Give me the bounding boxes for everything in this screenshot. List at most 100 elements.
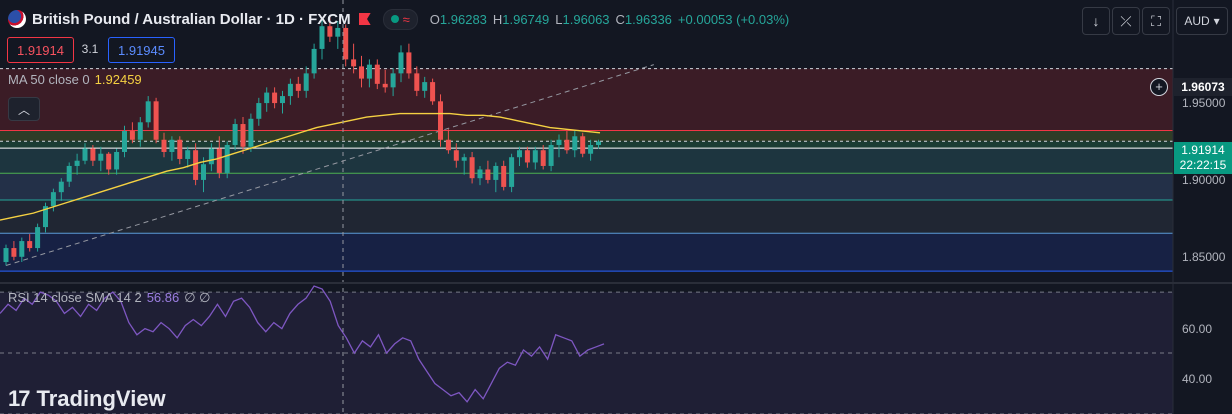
candle-body: [106, 153, 112, 170]
price-zone: [0, 200, 1173, 234]
price-tick: 1.95000: [1182, 96, 1226, 110]
candle-body: [122, 131, 127, 152]
buy-button[interactable]: 1.91945: [108, 37, 175, 63]
candle-body: [280, 96, 285, 104]
rsi-tick: 40.00: [1182, 372, 1213, 386]
ma-line: [0, 112, 601, 221]
tradingview-logo[interactable]: 17 TradingView: [8, 386, 166, 412]
ma-legend[interactable]: MA 50 close 0 1.92459: [8, 72, 142, 87]
candle-body: [311, 48, 317, 74]
currency-label: AUD: [1184, 14, 1210, 28]
candle-body: [153, 101, 159, 140]
candle-body: [161, 139, 167, 152]
symbol-title[interactable]: British Pound / Australian Dollar · 1D ·…: [32, 10, 351, 28]
candle-body: [287, 83, 293, 97]
candle-body: [43, 206, 48, 228]
candle-body: [272, 92, 278, 104]
candle-body: [374, 64, 380, 84]
candles-layer: [3, 15, 601, 266]
candle-body: [422, 82, 428, 91]
high-value: 1.96749: [502, 11, 550, 27]
candle-body: [398, 52, 404, 74]
candle-body: [90, 148, 96, 161]
sell-button[interactable]: 1.91914: [7, 37, 74, 63]
ohlc-values: O1.96283 H1.96749 L1.96063 C1.96336 +0.0…: [429, 11, 790, 27]
candle-body: [493, 165, 499, 180]
candle-body: [343, 27, 349, 60]
market-open-icon: [390, 15, 399, 23]
candle-body: [216, 148, 222, 173]
candle-body: [453, 150, 459, 161]
candle-body: [461, 157, 467, 161]
flag-icon[interactable]: [358, 13, 371, 25]
rsi-legend-value: 56.86: [146, 290, 180, 305]
candle-body: [406, 52, 412, 74]
candle-body: [532, 150, 538, 163]
candle-body: [351, 59, 357, 67]
candle-body: [477, 169, 483, 179]
candle-body: [240, 124, 246, 147]
price-tick: 1.90000: [1182, 173, 1226, 187]
candle-body: [469, 157, 475, 179]
market-status-badge[interactable]: ≈: [382, 8, 418, 30]
brand-name: TradingView: [36, 386, 166, 411]
candle-body: [382, 83, 388, 88]
candle-body: [177, 139, 183, 159]
rsi-line: [0, 285, 605, 403]
candle-body: [303, 73, 309, 91]
price-zone: [0, 141, 1173, 149]
scroll-down-button[interactable]: ↓: [1082, 7, 1110, 35]
candle-body: [185, 150, 191, 159]
candle-body: [232, 124, 238, 145]
maximize-pane-button[interactable]: ⛶: [1142, 7, 1170, 35]
candle-body: [430, 82, 436, 102]
rsi-legend-extra: ∅ ∅: [184, 290, 211, 305]
candle-body: [327, 26, 333, 37]
candle-body: [588, 144, 594, 154]
candle-body: [501, 165, 507, 187]
candle-body: [564, 139, 570, 151]
collapse-icon: ⤫: [1120, 12, 1132, 29]
close-value: 1.96336: [624, 11, 672, 27]
last-price-value: 1.91914: [1181, 143, 1225, 157]
rsi-legend[interactable]: RSI 14 close SMA 14 2 56.86 ∅ ∅: [8, 290, 211, 306]
candle-body: [248, 118, 254, 147]
status-wave-icon: ≈: [402, 11, 410, 27]
candle-body: [114, 151, 120, 170]
currency-flag-icon: [8, 10, 26, 28]
horizontal-lines: [0, 68, 1173, 272]
candle-body: [129, 131, 135, 140]
candle-body: [517, 150, 522, 158]
candle-body: [3, 248, 9, 263]
candle-body: [98, 153, 104, 161]
candle-body: [74, 160, 80, 166]
collapse-legend-button[interactable]: ︿: [8, 97, 40, 121]
candle-body: [137, 122, 143, 140]
price-zones: [0, 68, 1173, 272]
rsi-pane: [0, 285, 1173, 414]
spread-value: 3.1: [81, 42, 99, 56]
candle-body: [580, 136, 586, 154]
add-alert-icon[interactable]: +: [1150, 78, 1168, 96]
candle-body: [390, 73, 396, 88]
candle-body: [264, 92, 270, 104]
price-zone: [0, 130, 1173, 142]
price-zone: [0, 173, 1173, 201]
symbol-header: British Pound / Australian Dollar · 1D ·…: [8, 8, 789, 30]
candle-body: [224, 144, 230, 173]
currency-selector[interactable]: AUD ▾: [1176, 7, 1228, 35]
candle-body: [319, 26, 325, 49]
candle-body: [201, 164, 206, 180]
collapse-pane-button[interactable]: ⤫: [1112, 7, 1140, 35]
bar-countdown: 22:22:15: [1179, 158, 1227, 172]
ma-layer: [0, 112, 601, 221]
ma-legend-label: MA 50 close 0: [8, 72, 90, 87]
candle-body: [548, 144, 554, 166]
arrow-down-icon: ↓: [1092, 13, 1100, 29]
rsi-legend-label: RSI 14 close SMA 14 2: [8, 290, 142, 305]
candle-body: [169, 139, 175, 152]
candle-body: [485, 169, 491, 180]
chevron-down-icon: ▾: [1213, 14, 1220, 28]
candle-body: [366, 64, 372, 79]
